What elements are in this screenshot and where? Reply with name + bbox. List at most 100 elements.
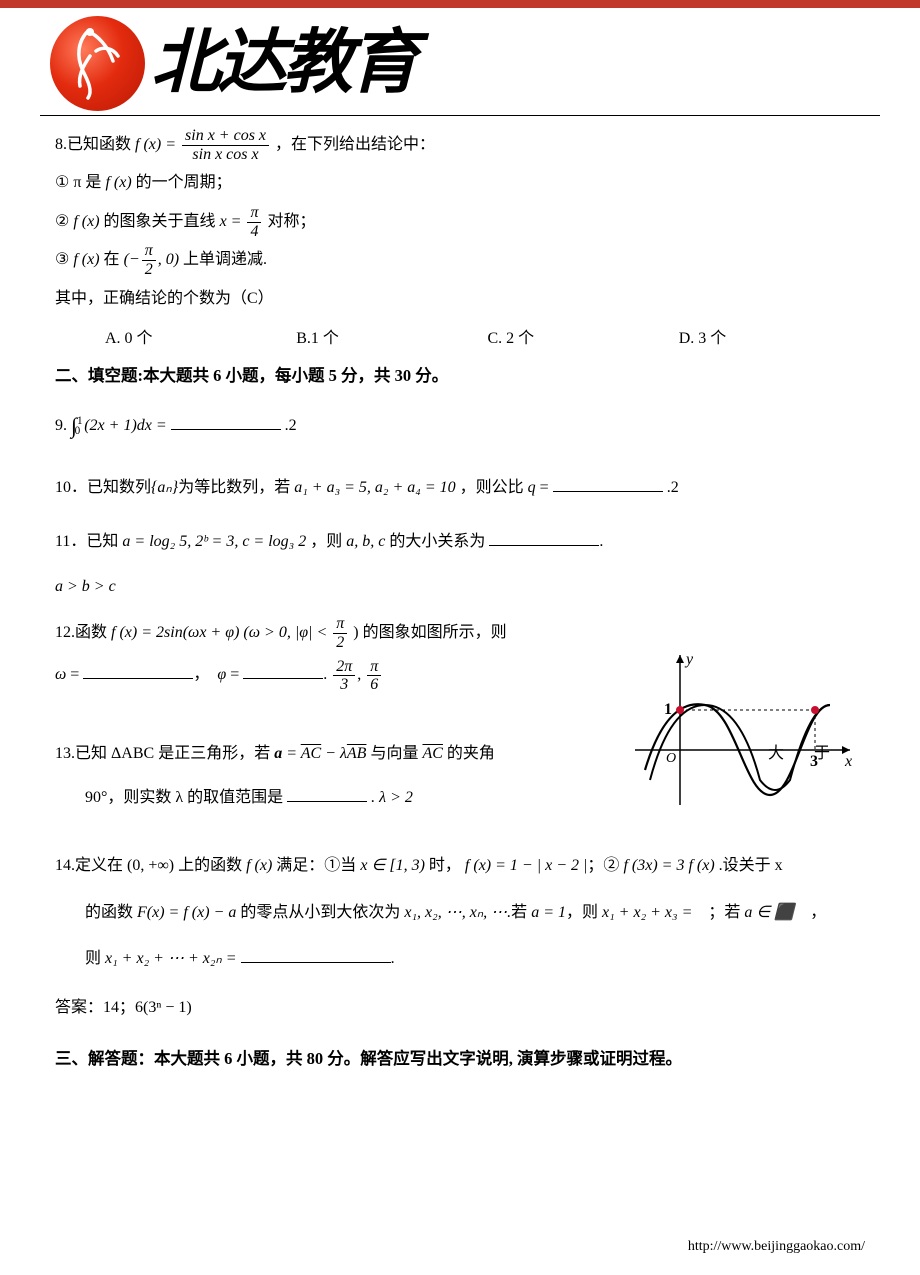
text: 上单调递减. <box>183 251 267 268</box>
answer: .2 <box>285 417 297 434</box>
q8-fx: f (x) <box>135 136 161 153</box>
q14-line2: 的函数 F(x) = f (x) − a 的零点从小到大依次为 x₁, x₂, … <box>55 894 870 932</box>
text: 的一个周期； <box>132 174 232 191</box>
xs: x₁, x₂, ⋯, xₙ, ⋯. <box>404 904 511 921</box>
text: 11．已知 <box>55 533 122 550</box>
den: 4 <box>247 223 261 241</box>
fx: f (x) <box>246 857 272 874</box>
integrand: (2x + 1)dx = <box>84 417 166 434</box>
text: 为等比数列，若 <box>178 479 294 496</box>
vec-ac: AC <box>301 745 321 762</box>
q9: 9. ∫10 (2x + 1)dx = .2 <box>55 400 870 453</box>
vec-ab: AB <box>347 745 367 762</box>
text: ① π 是 <box>55 174 105 191</box>
text: ② <box>55 213 73 230</box>
num: 2π <box>333 658 355 677</box>
text: 的函数 <box>85 904 137 921</box>
q12-graph: y x O 1 3 <box>630 650 860 810</box>
eq2: f (3x) = 3 f (x) <box>623 857 714 874</box>
answer-blank <box>243 663 323 679</box>
text: 10．已知数列 <box>55 479 151 496</box>
q-var: q <box>528 479 536 496</box>
num: π <box>367 658 381 677</box>
q11-answer: a > b > c <box>55 568 870 606</box>
eq: = <box>286 745 301 762</box>
text: 则 <box>85 950 105 967</box>
phi: φ <box>217 666 226 683</box>
text: 14.定义在 (0, +∞) 上的函数 <box>55 857 246 874</box>
answer-blank <box>241 947 391 963</box>
abc: a, b, c <box>346 533 385 550</box>
y-tick: 1 <box>664 701 672 718</box>
denominator: sin x cos x <box>182 146 269 164</box>
text: 若 <box>511 904 531 921</box>
logo-text: 北达教育 <box>151 29 415 99</box>
text: .设关于 x <box>715 857 783 874</box>
option-b: B.1 个 <box>296 324 487 348</box>
q8-stem: 8.已知函数 f (x) = sin x + cos x sin x cos x… <box>55 126 870 164</box>
x-tick: 3 <box>810 753 818 770</box>
eq: = <box>66 666 83 683</box>
answer: .2 <box>667 479 679 496</box>
numerator: sin x + cos x <box>182 127 269 146</box>
text: ；② <box>587 857 623 874</box>
cond: (ω > 0, |φ| < <box>243 624 331 641</box>
q11: 11．已知 a = log₂ 5, 2ᵇ = 3, c = log₃ 2 ，则 … <box>55 523 870 561</box>
option-d: D. 3 个 <box>679 324 870 348</box>
answer-blank <box>287 786 367 802</box>
q8-fraction: sin x + cos x sin x cos x <box>182 127 269 163</box>
y-axis-label: y <box>684 651 694 668</box>
logo-icon <box>50 16 145 111</box>
fx: f (x) <box>73 213 99 230</box>
text: 的夹角 <box>447 745 495 762</box>
q10: 10．已知数列{aₙ}为等比数列，若 a₁ + a₃ = 5, a₂ + a₄ … <box>55 469 870 507</box>
ans-frac-2: π6 <box>367 658 381 694</box>
den: 2 <box>142 261 156 279</box>
text: 与向量 <box>370 745 422 762</box>
footer-url: http://www.beijinggaokao.com/ <box>688 1239 865 1255</box>
eq-sign: = <box>536 479 549 496</box>
sum2: x₁ + x₂ + ⋯ + x₂ₙ = <box>105 950 237 967</box>
q14-answer: 答案：14；6(3ⁿ − 1) <box>55 989 870 1027</box>
text: 的图象关于直线 <box>100 213 220 230</box>
fx: f (x) = 2sin(ωx + φ) <box>111 624 239 641</box>
eq: = <box>226 666 243 683</box>
text: ③ <box>55 251 73 268</box>
cond: x ∈ [1, 3) <box>360 857 425 874</box>
text: 8.已知函数 <box>55 136 135 153</box>
text: 满足：①当 <box>272 857 360 874</box>
q8-statement-2: ② f (x) 的图象关于直线 x = π4 对称； <box>55 203 870 241</box>
vec-ac2: AC <box>422 745 442 762</box>
q14-line1: 14.定义在 (0, +∞) 上的函数 f (x) 满足：①当 x ∈ [1, … <box>55 847 870 885</box>
a1: a = 1 <box>531 904 566 921</box>
document-body: 8.已知函数 f (x) = sin x + cos x sin x cos x… <box>0 126 920 1069</box>
fraction: π2 <box>142 242 156 278</box>
seq: {aₙ} <box>151 479 178 496</box>
omega: ω <box>55 666 66 683</box>
text: ) 的图象如图所示，则 <box>353 624 506 641</box>
option-a: A. 0 个 <box>105 324 296 348</box>
num: π <box>142 242 156 261</box>
text: 时， <box>425 857 461 874</box>
sum1: x₁ + x₂ + x₃ = <box>602 904 696 921</box>
ans-frac-1: 2π3 <box>333 658 355 694</box>
fx: f (x) <box>73 251 99 268</box>
text: 12.函数 <box>55 624 111 641</box>
q8-conclusion: 其中，正确结论的个数为（C） <box>55 280 870 318</box>
num: π <box>333 615 347 634</box>
x-axis-label: x <box>844 753 852 770</box>
equation: a = log₂ 5, 2ᵇ = 3, c = log₃ 2 <box>122 533 306 550</box>
label: 9. <box>55 417 71 434</box>
equation: a₁ + a₃ = 5, a₂ + a₄ = 10 <box>294 479 455 496</box>
text: ，则 <box>310 533 346 550</box>
text: 在 <box>100 251 124 268</box>
q8-statement-1: ① π 是 f (x) 的一个周期； <box>55 164 870 202</box>
text: 的大小关系为 <box>389 533 485 550</box>
fraction: π4 <box>247 204 261 240</box>
text: ， <box>810 904 826 921</box>
svg-text:O: O <box>666 751 676 766</box>
q8-options: A. 0 个 B.1 个 C. 2 个 D. 3 个 <box>55 324 870 348</box>
q12-line1: 12.函数 f (x) = 2sin(ωx + φ) (ω > 0, |φ| <… <box>55 614 870 652</box>
a-var: a <box>274 745 282 762</box>
den: 2 <box>333 634 347 652</box>
